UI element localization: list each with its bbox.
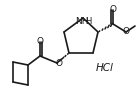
Text: O: O <box>55 58 63 67</box>
Text: O: O <box>36 38 43 47</box>
Text: HCl: HCl <box>96 63 114 73</box>
Text: CH₃: CH₃ <box>137 22 138 31</box>
Text: O: O <box>109 6 116 15</box>
Text: H: H <box>85 17 91 26</box>
Text: O: O <box>123 28 129 37</box>
Text: NH: NH <box>75 17 89 26</box>
